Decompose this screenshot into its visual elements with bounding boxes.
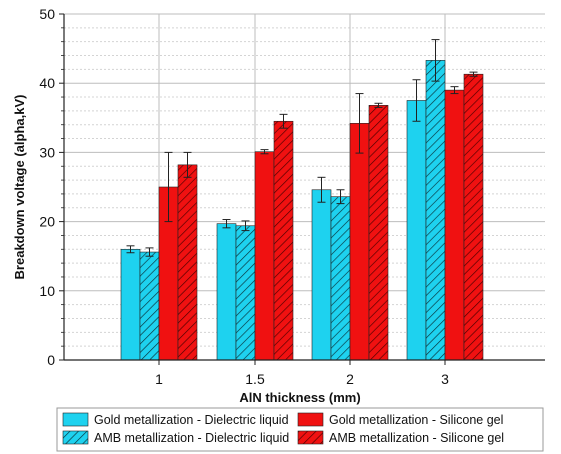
legend-swatch — [62, 412, 89, 427]
axes: 0 10 20 30 40 50 1 1.5 2 3 — [39, 6, 545, 387]
legend-label: AMB metallization - Silicone gel — [329, 431, 504, 445]
bar — [311, 189, 332, 361]
bar — [235, 225, 256, 361]
y-tick-label: 20 — [39, 214, 55, 230]
legend-swatch — [297, 430, 324, 445]
x-tick-label: 3 — [441, 371, 449, 387]
bar — [216, 223, 237, 361]
legend-label: Gold metallization - Silicone gel — [329, 413, 503, 427]
bar — [444, 89, 465, 361]
bars — [120, 39, 484, 361]
x-tick-label: 1.5 — [245, 371, 265, 387]
bar — [406, 100, 427, 361]
bar — [120, 248, 141, 361]
y-tick-label: 0 — [47, 352, 55, 368]
y-tick-label: 10 — [39, 283, 55, 299]
legend-swatch — [62, 430, 89, 445]
bar — [273, 120, 294, 361]
bar — [425, 60, 446, 361]
legend-swatch — [297, 412, 324, 427]
y-axis-title: Breakdown voltage (alpha,kV) — [12, 95, 27, 280]
bar — [177, 164, 198, 361]
bar — [463, 73, 484, 361]
x-tick-label: 2 — [346, 371, 354, 387]
y-tick-label: 30 — [39, 144, 55, 160]
bar — [330, 196, 351, 361]
bar — [368, 105, 389, 361]
legend: Gold metallization - Dielectric liquid AM… — [56, 407, 544, 452]
legend-label: AMB metallization - Dielectric liquid — [94, 431, 289, 445]
bar — [254, 151, 275, 361]
bar — [349, 123, 370, 361]
bar — [139, 251, 160, 361]
y-tick-label: 50 — [39, 6, 55, 22]
legend-label: Gold metallization - Dielectric liquid — [94, 413, 289, 427]
y-tick-label: 40 — [39, 75, 55, 91]
x-tick-label: 1 — [155, 371, 163, 387]
x-axis-title: AlN thickness (mm) — [239, 390, 360, 405]
